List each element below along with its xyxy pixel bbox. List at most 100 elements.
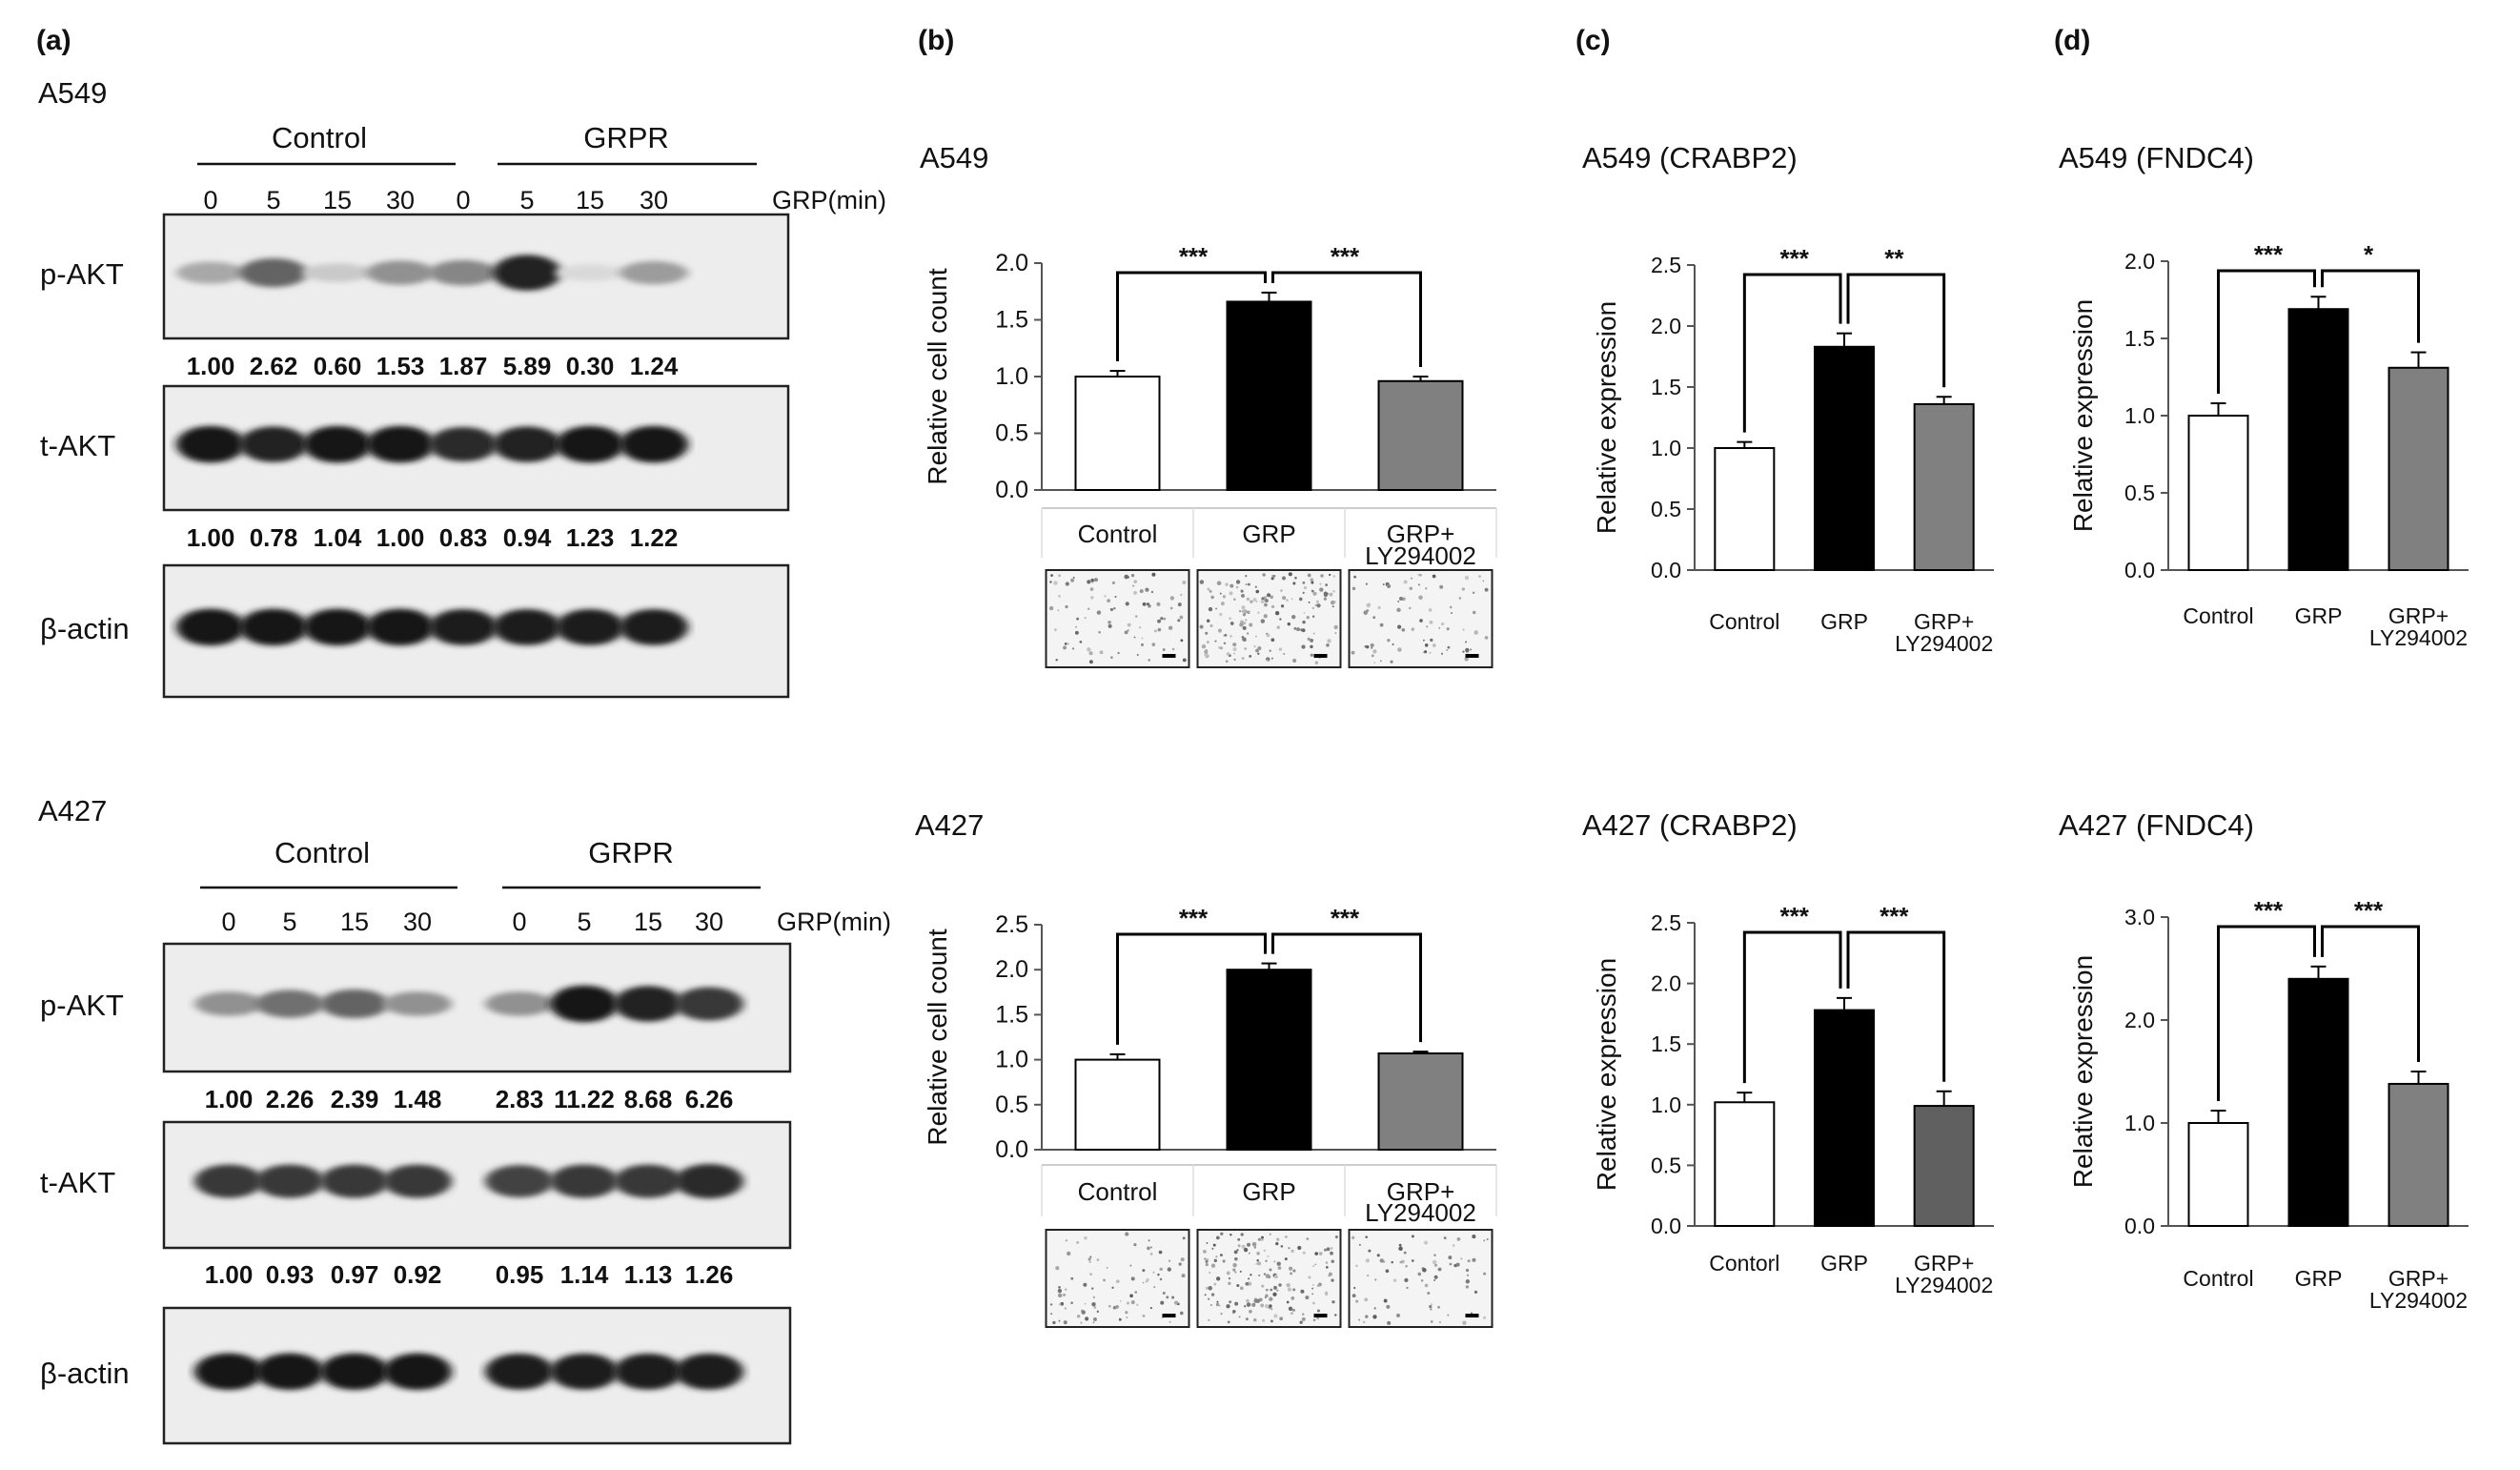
category-label: GRP	[2295, 1266, 2343, 1291]
western-band	[550, 1353, 619, 1390]
migrated-cell-dot	[1232, 646, 1237, 652]
migrated-cell-dot	[1288, 1247, 1290, 1250]
category-label: GRP	[1820, 609, 1868, 634]
migrated-cell-dot	[1451, 612, 1453, 614]
migrated-cell-dot	[1355, 1264, 1358, 1267]
western-quant-value: 2.83	[496, 1085, 544, 1113]
migrated-cell-dot	[1233, 652, 1236, 655]
migrated-cell-dot	[1483, 1239, 1486, 1242]
migrated-cell-dot	[1169, 596, 1174, 601]
migrated-cell-dot	[1235, 580, 1241, 584]
migrated-cell-dot	[1205, 1259, 1209, 1263]
migrated-cell-dot	[1332, 590, 1335, 593]
migrated-cell-dot	[1364, 1297, 1369, 1302]
y-tick-label: 0.5	[995, 1092, 1028, 1118]
migrated-cell-dot	[1293, 626, 1297, 630]
migrated-cell-dot	[1246, 632, 1250, 635]
migrated-cell-dot	[1371, 654, 1374, 658]
migrated-cell-dot	[1250, 1274, 1252, 1276]
scale-bar	[1162, 654, 1176, 658]
migrated-cell-dot	[1055, 1266, 1060, 1271]
bar	[1226, 300, 1312, 491]
migrated-cell-dot	[1207, 587, 1210, 591]
migrated-cell-dot	[1215, 1276, 1221, 1281]
migrated-cell-dot	[1398, 1246, 1403, 1252]
category-label: LY294002	[1365, 1198, 1476, 1227]
migrated-cell-dot	[1364, 645, 1368, 648]
y-axis-label: Relative cell count	[923, 929, 952, 1145]
chart-a427-fndc4: A427 (FNDC4) 0.0 1.0 2.0 3.0 Relative express…	[2059, 808, 2469, 1313]
migrated-cell-dot	[1063, 1320, 1067, 1325]
migrated-cell-dot	[1087, 1257, 1091, 1261]
migrated-cell-dot	[1236, 1284, 1240, 1288]
migrated-cell-dot	[1428, 608, 1433, 612]
migrated-cell-dot	[1423, 1240, 1429, 1245]
y-tick-label: 2.0	[2124, 249, 2155, 274]
western-band	[485, 1165, 554, 1198]
migrated-cell-dot	[1265, 595, 1268, 598]
migrated-cell-dot	[1461, 587, 1466, 591]
migrated-cell-dot	[1129, 1294, 1133, 1298]
migrated-cell-dot	[1243, 1247, 1249, 1253]
migrated-cell-dot	[1280, 1245, 1284, 1248]
migrated-cell-dot	[1064, 1288, 1067, 1291]
western-quant-value: 2.26	[266, 1085, 315, 1113]
migrated-cell-dot	[1076, 1314, 1081, 1318]
migrated-cell-dot	[1456, 1237, 1461, 1241]
chart-a549-crabp2: A549 (CRABP2) 0.0 0.5 1.0 1.5 2.0 2.5 Relative …	[1582, 141, 1994, 656]
migrated-cell-dot	[1226, 1271, 1230, 1276]
migrated-cell-dot	[1211, 1247, 1214, 1250]
migrated-cell-dot	[1280, 604, 1285, 608]
migrated-cell-dot	[1305, 1295, 1310, 1300]
migrated-cell-dot	[1093, 578, 1099, 582]
migrated-cell-dot	[1316, 1309, 1320, 1313]
migrated-cell-dot	[1447, 645, 1451, 649]
western-band	[620, 425, 688, 463]
y-tick-label: 0.0	[2124, 1214, 2155, 1238]
migrated-cell-dot	[1180, 1257, 1185, 1262]
migrated-cell-dot	[1249, 623, 1253, 627]
migrated-cell-dot	[1242, 637, 1247, 642]
migrated-cell-dot	[1168, 625, 1173, 630]
migrated-cell-dot	[1099, 650, 1104, 655]
migrated-cell-dot	[1424, 643, 1429, 647]
category-label: GRP	[2295, 603, 2343, 628]
migrated-cell-dot	[1182, 658, 1187, 663]
migrated-cell-dot	[1227, 1320, 1230, 1324]
panel-label-a: (a)	[36, 25, 71, 56]
western-quant-value: 1.14	[560, 1260, 609, 1289]
migrated-cell-dot	[1084, 1302, 1087, 1305]
migrated-cell-dot	[1205, 631, 1209, 635]
migrated-cell-dot	[1290, 1312, 1294, 1316]
western-band	[320, 1353, 389, 1391]
migrated-cell-dot	[1091, 1287, 1094, 1290]
western-band	[493, 255, 561, 291]
migrated-cell-dot	[1270, 577, 1274, 581]
migrated-cell-dot	[1130, 1276, 1135, 1281]
migrated-cell-dot	[1391, 1260, 1393, 1264]
migrated-cell-dot	[1269, 1233, 1271, 1235]
migrated-cell-dot	[1063, 645, 1067, 650]
migration-image	[1348, 569, 1494, 668]
western-band	[176, 425, 245, 463]
y-tick-label: 1.0	[1651, 436, 1681, 460]
migrated-cell-dot	[1452, 1244, 1455, 1247]
migrated-cell-dot	[1312, 1265, 1315, 1268]
western-row-label: t-AKT	[40, 429, 115, 462]
migrated-cell-dot	[1301, 1317, 1306, 1321]
significance-bracket	[1742, 930, 1842, 1084]
y-tick-label: 1.0	[2124, 403, 2155, 428]
migrated-cell-dot	[1173, 1300, 1179, 1305]
scale-bar	[1162, 1314, 1176, 1317]
migrated-cell-dot	[1462, 650, 1465, 653]
migrated-cell-dot	[1242, 613, 1247, 617]
migrated-cell-dot	[1351, 1235, 1355, 1240]
migrated-cell-dot	[1070, 578, 1075, 582]
y-tick-label: 2.0	[2124, 1008, 2155, 1032]
western-quant-value: 0.78	[250, 523, 298, 552]
western-quant-value: 0.60	[314, 352, 362, 380]
y-tick-label: 0.5	[1651, 1153, 1681, 1177]
migrated-cell-dot	[1219, 592, 1222, 595]
migrated-cell-dot	[1117, 651, 1120, 655]
